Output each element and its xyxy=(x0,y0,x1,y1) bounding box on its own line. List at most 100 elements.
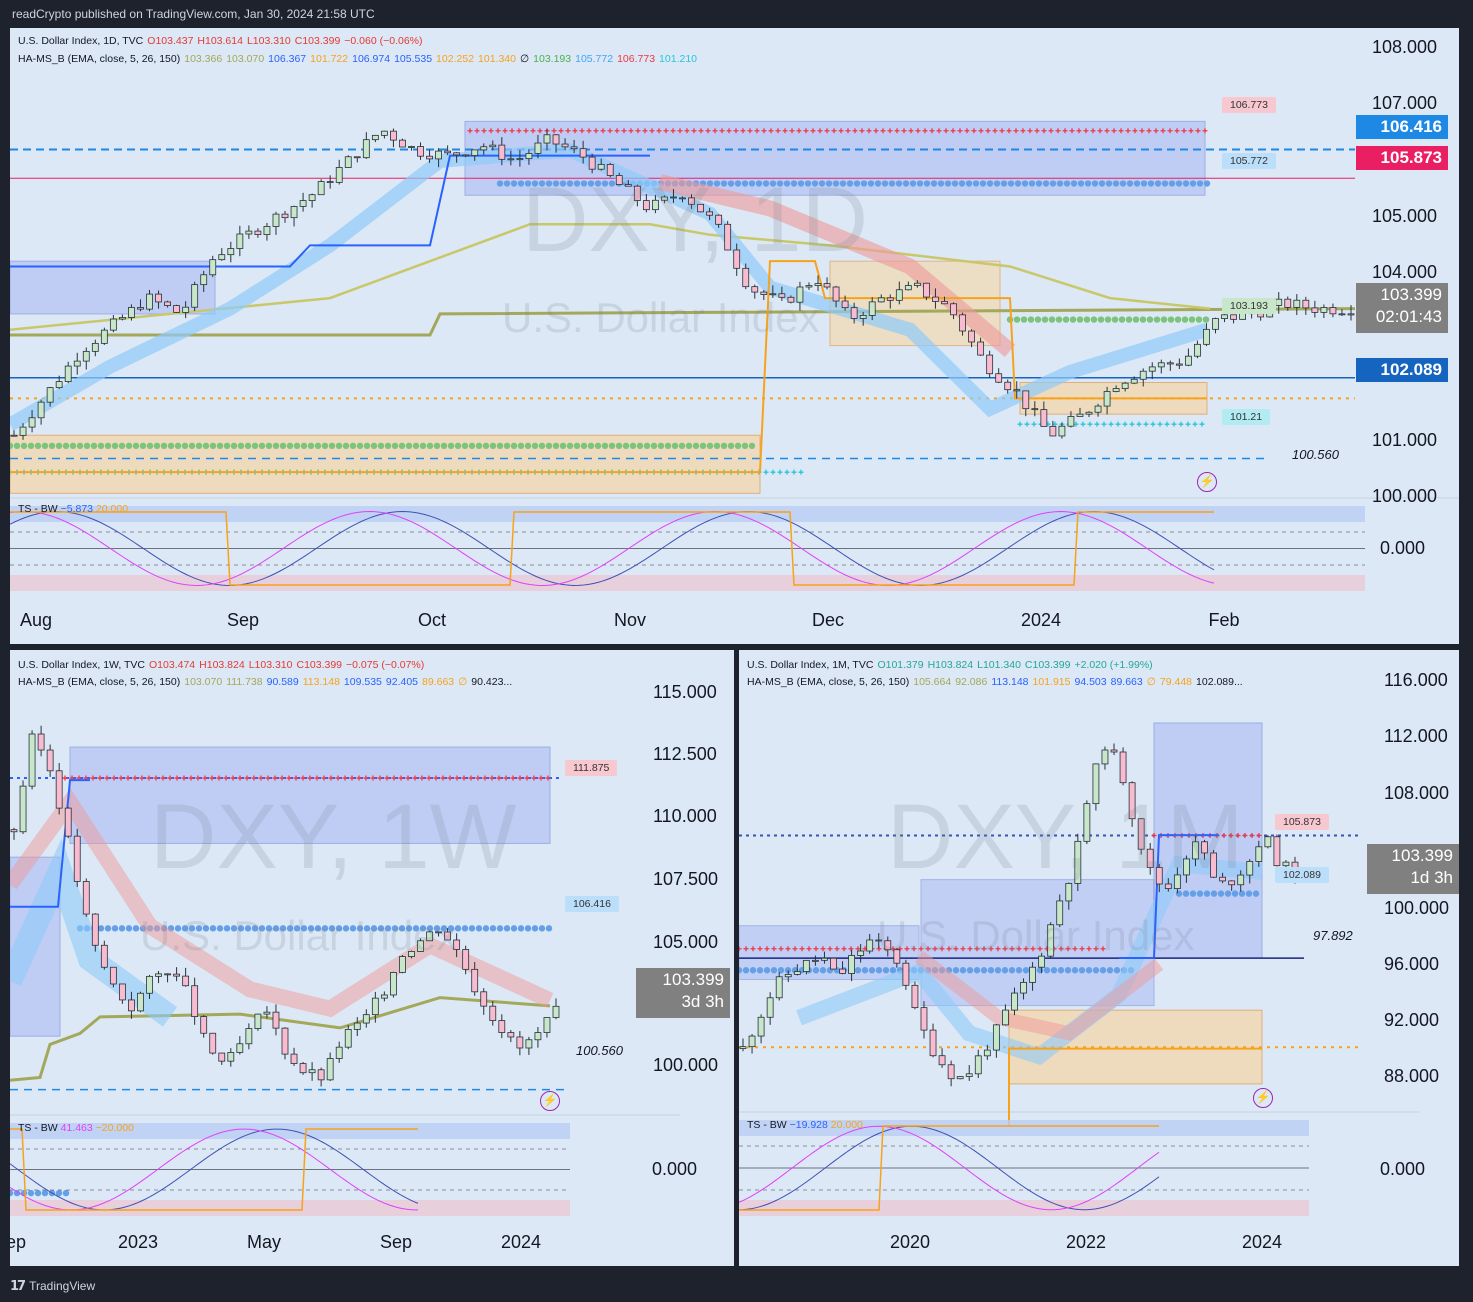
daily-green-dots xyxy=(1048,316,1056,323)
candle-body xyxy=(1284,298,1292,308)
candle-body xyxy=(974,1055,982,1075)
daily-blue-dots xyxy=(818,180,826,187)
candle-body xyxy=(435,150,442,160)
candle-body xyxy=(236,1043,244,1053)
daily-blue-dots xyxy=(727,180,735,187)
monthly-tag-105873: 105.873 xyxy=(1275,814,1329,830)
daily-blue-dots xyxy=(867,180,875,187)
daily-green-dots-left xyxy=(153,442,161,449)
weekly-chart-svg[interactable] xyxy=(10,650,734,1266)
daily-blue-dots xyxy=(1119,180,1127,187)
daily-green-dots xyxy=(1013,316,1021,323)
monthly-blue-dots xyxy=(1245,890,1253,897)
monthly-level-label: 97.892 xyxy=(1313,928,1353,943)
candle-body xyxy=(19,785,27,833)
weekly-blue-dots xyxy=(195,925,203,932)
daily-green-dots-left xyxy=(706,442,714,449)
weekly-blue-dots xyxy=(314,925,322,932)
daily-lightning-icon[interactable]: ⚡ xyxy=(1197,472,1217,492)
monthly-chart-panel[interactable]: DXY, 1M U.S. Dollar Index U.S. Dollar In… xyxy=(739,650,1459,1266)
daily-chart-svg[interactable] xyxy=(10,28,1459,644)
candle-body xyxy=(326,1058,334,1081)
weekly-chart-panel[interactable]: DXY, 1W U.S. Dollar Index U.S. Dollar In… xyxy=(10,650,734,1266)
candle-body xyxy=(344,156,352,168)
daily-green-dots-left xyxy=(118,442,126,449)
daily-blue-dots xyxy=(769,180,777,187)
candle-body xyxy=(28,417,36,428)
candle-body xyxy=(751,286,759,293)
tradingview-footer[interactable]: 17 TradingView xyxy=(10,1276,95,1296)
osc-orange-line xyxy=(10,511,1214,586)
monthly-blue-dots-left xyxy=(1043,967,1051,974)
weekly-blue-dots xyxy=(517,925,525,932)
weekly-blue-dots xyxy=(342,925,350,932)
monthly-blue-dots-left xyxy=(1064,967,1072,974)
daily-chart-panel[interactable]: DXY, 1D U.S. Dollar Index U.S. Dollar In… xyxy=(10,28,1459,644)
monthly-blue-dots-left xyxy=(1071,967,1079,974)
weekly-indicator-name: HA-MS_B (EMA, close, 5, 26, 150) xyxy=(18,676,181,688)
daily-blue-dots xyxy=(1000,180,1008,187)
daily-green-dots-left xyxy=(650,442,658,449)
weekly-blue-dots xyxy=(230,925,238,932)
candle-body xyxy=(642,200,650,211)
osc-orange-line xyxy=(10,1128,418,1211)
daily-green-dots xyxy=(1202,316,1210,323)
daily-green-dots-left xyxy=(559,442,567,449)
weekly-blue-dots-left xyxy=(10,1189,14,1197)
daily-green-dots-left xyxy=(412,442,420,449)
candle-body xyxy=(1175,363,1183,366)
weekly-price-tick: 115.000 xyxy=(653,682,717,702)
candle-body xyxy=(353,1022,361,1030)
daily-price-tick: 104.000 xyxy=(1372,262,1438,282)
candle-body xyxy=(516,158,524,161)
candle-body xyxy=(823,283,831,288)
weekly-lightning-icon[interactable]: ⚡ xyxy=(540,1091,560,1111)
candle-body xyxy=(1228,880,1236,886)
candle-body xyxy=(155,293,162,303)
candle-body xyxy=(802,959,810,972)
monthly-chart-svg[interactable] xyxy=(739,650,1459,1266)
daily-blue-dots xyxy=(720,180,728,187)
candle-body xyxy=(109,318,117,331)
candle-body xyxy=(992,1024,1000,1051)
weekly-indicator-value: 113.148 xyxy=(302,676,340,688)
daily-blue-dots xyxy=(713,180,721,187)
candle-body xyxy=(983,1049,991,1057)
monthly-current-price: 103.399 1d 3h xyxy=(1367,844,1459,894)
daily-blue-dots xyxy=(923,180,931,187)
candle-body xyxy=(444,931,452,941)
daily-blue-dots xyxy=(1007,180,1015,187)
daily-green-dots-left xyxy=(167,442,175,449)
candle-body xyxy=(1130,378,1138,384)
candle-body xyxy=(1255,846,1263,862)
weekly-blue-dots xyxy=(510,925,518,932)
daily-green-dots-left xyxy=(48,442,56,449)
candle-body xyxy=(444,150,452,154)
candle-body xyxy=(1257,313,1265,318)
candle-body xyxy=(784,974,792,978)
tradingview-logo-icon: 17 xyxy=(10,1278,26,1294)
daily-green-dots-left xyxy=(454,442,462,449)
daily-green-dots xyxy=(1097,316,1105,323)
candle-body xyxy=(281,1027,289,1055)
candle-body xyxy=(1273,836,1281,867)
weekly-blue-dots xyxy=(412,925,420,932)
candle-body xyxy=(850,307,858,319)
monthly-price-tick: 112.000 xyxy=(1384,726,1448,746)
monthly-blue-zone xyxy=(1153,722,1263,959)
monthly-blue-dots-left xyxy=(819,967,827,974)
daily-green-dots-left xyxy=(580,442,588,449)
weekly-blue-dots xyxy=(426,925,434,932)
monthly-blue-dots-left xyxy=(1050,967,1058,974)
candle-body xyxy=(688,197,695,205)
candle-body xyxy=(561,143,569,148)
candle-body xyxy=(733,249,741,269)
daily-blue-dots xyxy=(580,180,588,187)
candle-body xyxy=(272,1011,280,1029)
monthly-indicator-value: 102.089... xyxy=(1196,676,1243,688)
daily-blue-dots xyxy=(1070,180,1078,187)
weekly-blue-dots xyxy=(440,925,448,932)
monthly-lightning-icon[interactable]: ⚡ xyxy=(1253,1088,1273,1108)
candle-body xyxy=(164,301,171,306)
daily-blue-dots xyxy=(1182,180,1190,187)
